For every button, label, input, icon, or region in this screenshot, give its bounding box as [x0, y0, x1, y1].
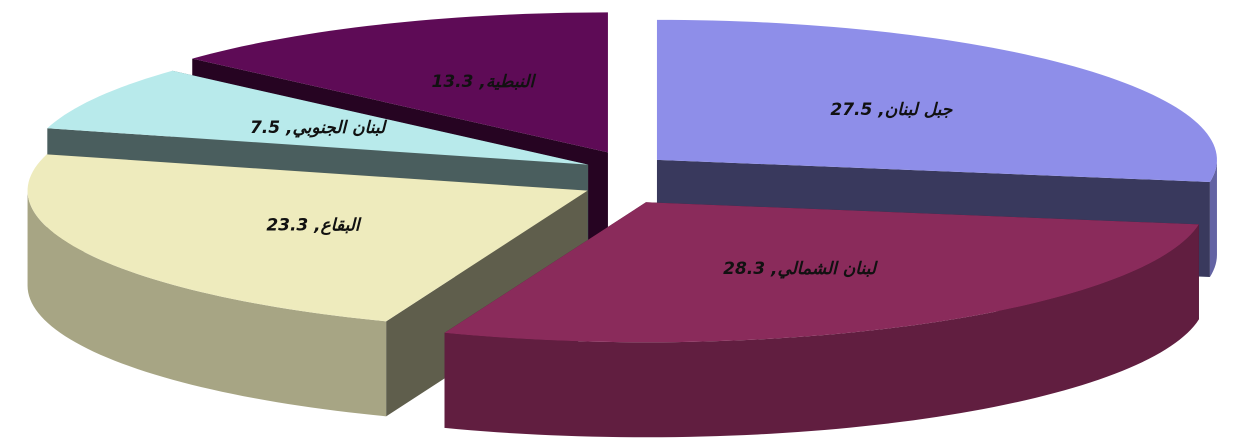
slice — [444, 202, 1199, 438]
data-label: النبطية, 13.3 — [431, 72, 536, 92]
slice — [27, 154, 588, 417]
data-label: لبنان الجنوبي, 7.5 — [250, 118, 388, 138]
slice-top — [192, 12, 608, 153]
data-label: لبنان الشمالي, 28.3 — [723, 259, 879, 279]
slice-top — [47, 70, 589, 165]
data-label: البقاع, 23.3 — [266, 216, 362, 236]
slice-side — [1209, 159, 1217, 277]
slice-top — [656, 19, 1217, 182]
slice-top — [27, 154, 588, 322]
slice-side — [27, 190, 387, 417]
data-label: جبل لبنان, 27.5 — [830, 100, 952, 120]
slice-top — [444, 202, 1199, 343]
slice-side — [444, 224, 1199, 438]
